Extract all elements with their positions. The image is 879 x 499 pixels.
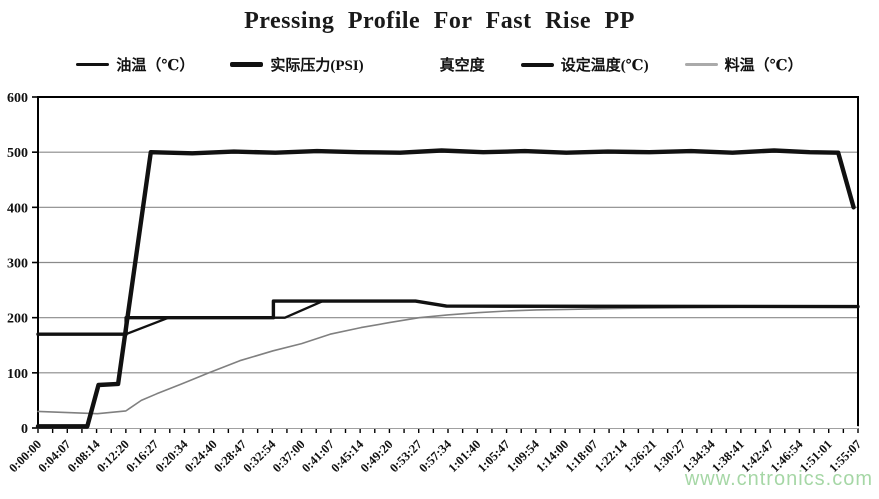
legend-label: 真空度: [439, 58, 485, 74]
legend-item-2: 真空度: [399, 54, 485, 75]
legend-label: 油温（℃）: [116, 58, 195, 74]
y-tick-label: 600: [7, 91, 28, 106]
chart-legend: 油温（℃） 实际压力(PSI) 真空度 设定温度(℃) 料温（℃）: [0, 54, 879, 75]
y-tick-label: 300: [7, 257, 28, 272]
y-tick-label: 500: [7, 146, 28, 161]
legend-item-1: 实际压力(PSI): [230, 54, 364, 75]
series-line-4: [35, 148, 856, 429]
legend-label: 设定温度(℃): [560, 58, 649, 74]
legend-line-swatch: [399, 63, 433, 66]
y-tick-label: 0: [21, 422, 28, 437]
series-line-1: [37, 305, 859, 415]
legend-line-swatch: [230, 62, 264, 67]
y-tick-label: 200: [7, 312, 28, 327]
legend-item-4: 料温（℃）: [684, 54, 803, 75]
y-tick-label: 100: [7, 367, 28, 382]
legend-line-swatch: [684, 63, 718, 66]
legend-line-swatch: [520, 62, 554, 67]
y-tick-label: 400: [7, 201, 28, 216]
legend-label: 实际压力(PSI): [270, 58, 364, 74]
legend-item-3: 设定温度(℃): [520, 54, 649, 75]
legend-item-0: 油温（℃）: [76, 54, 194, 75]
legend-label: 料温（℃）: [724, 58, 803, 74]
watermark-text: www.cntronics.com: [684, 468, 873, 490]
chart-title: Pressing Profile For Fast Rise PP: [244, 8, 635, 34]
legend-line-swatch: [76, 63, 110, 66]
